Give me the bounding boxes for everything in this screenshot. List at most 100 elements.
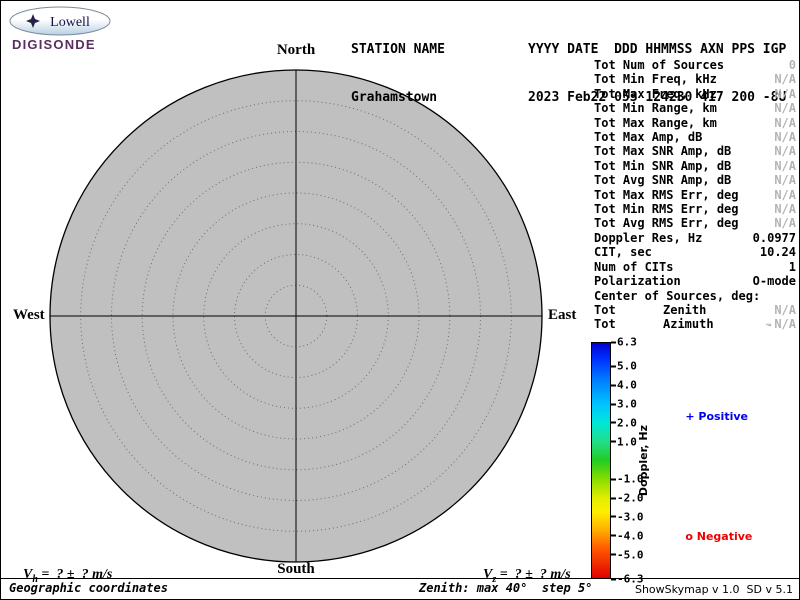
tick-mark — [611, 440, 616, 443]
tick-mark — [611, 534, 616, 537]
plus-marker-icon: + — [685, 410, 695, 423]
stat-label: Doppler Res, Hz — [594, 230, 703, 245]
tick-label: 1.0 — [617, 435, 637, 449]
colorbar-tick: 6.3 — [611, 336, 637, 349]
negative-legend: o Negative — [670, 517, 752, 556]
version-caption: ShowSkymap v 1.0 SD v 5.1 — [634, 583, 793, 596]
tick-mark — [611, 478, 616, 481]
stat-row: Tot Min Freq, kHz N/A — [594, 72, 796, 86]
stat-label: CIT, sec — [594, 245, 652, 260]
tick-mark — [611, 515, 616, 518]
stat-row: Tot Azimuth ↝ N/A — [594, 317, 796, 333]
colorbar-title-text: Doppler, Hz — [637, 424, 650, 497]
stat-label: Tot Min Range, km — [594, 101, 717, 116]
stats-list: Tot Num of Sources 0 Tot Min Freq, kHz N/A T… — [594, 58, 796, 334]
stat-value: 1 — [788, 259, 796, 274]
stat-row: Tot Num of Sources 0 — [594, 58, 796, 72]
tick-label: -1.0 — [617, 472, 644, 486]
tick-label: -2.0 — [617, 491, 644, 505]
stat-label: Tot — [594, 302, 616, 317]
stat-value: N/A — [774, 202, 796, 217]
zenith-range-caption: Zenith: max 40° step 5° — [419, 581, 593, 595]
stat-label: Num of CITs — [594, 259, 674, 274]
circle-marker-icon: o — [685, 530, 693, 543]
vz-value: = ? ± ? m/s — [496, 567, 571, 582]
vz-subscript: z — [492, 573, 497, 585]
stat-value: N/A — [774, 144, 796, 159]
stat-label: Tot Avg SNR Amp, dB — [594, 173, 732, 188]
stat-value: N/A — [774, 158, 796, 173]
stat-row: Tot Max Amp, dB N/A — [594, 130, 796, 144]
colorbar-tick: 2.0 — [611, 416, 637, 429]
tick-mark — [611, 421, 616, 424]
colorbar-title: Doppler, Hz — [637, 342, 650, 579]
header-line-1: STATION NAME YYYY DATE DDD HHMMSS AXN PP… — [351, 42, 786, 58]
stat-row: Tot Max SNR Amp, dB N/A — [594, 144, 796, 158]
colorbar-tick: -2.0 — [611, 492, 644, 505]
coordinates-caption: Geographic coordinates — [9, 581, 168, 595]
colorbar-gradient — [591, 342, 611, 579]
stat-value: N/A — [774, 187, 796, 202]
stat-row: Tot Min Range, km N/A — [594, 101, 796, 115]
tick-label: -6.3 — [617, 572, 644, 586]
stat-value: N/A — [774, 115, 796, 130]
tick-label: 4.0 — [617, 378, 637, 392]
stat-label: Center of Sources, deg: — [594, 288, 761, 303]
stat-label: Tot Avg RMS Err, deg — [594, 216, 739, 231]
tick-label: 6.3 — [617, 335, 637, 349]
stat-row: Doppler Res, Hz 0.0977 — [594, 231, 796, 245]
positive-legend: + Positive — [670, 397, 748, 436]
tick-mark — [611, 497, 616, 500]
compass-west-label: West — [13, 307, 45, 323]
tick-mark — [611, 403, 616, 406]
stat-row: Center of Sources, deg: — [594, 289, 796, 303]
stat-row: Tot Max Range, km N/A — [594, 116, 796, 130]
stat-value: N/A — [774, 216, 796, 231]
stat-row: Tot Min RMS Err, deg N/A — [594, 202, 796, 216]
stat-value: N/A — [774, 302, 796, 317]
stat-row: Tot Min SNR Amp, dB N/A — [594, 159, 796, 173]
vh-symbol: V — [23, 567, 33, 582]
stat-label: Tot Max Freq, kHz — [594, 86, 717, 101]
colorbar-tick: 1.0 — [611, 435, 637, 448]
lowell-logo: Lowell — [9, 6, 111, 36]
logo-star-icon — [26, 14, 40, 28]
stat-row: Tot Max RMS Err, deg N/A — [594, 188, 796, 202]
stat-label: Tot Min Freq, kHz — [594, 72, 717, 87]
stat-sublabel: Azimuth — [663, 317, 714, 332]
stat-label: Tot Max Range, km — [594, 115, 717, 130]
colorbar-tick: -6.3 — [611, 573, 644, 586]
tick-label: -4.0 — [617, 529, 644, 543]
stat-label: Polarization — [594, 274, 681, 289]
negative-label-text: Negative — [696, 530, 753, 543]
tick-label: -5.0 — [617, 548, 644, 562]
footer-separator-line — [1, 578, 799, 579]
stat-label: Tot Num of Sources — [594, 58, 725, 72]
logo-ellipse — [9, 6, 111, 36]
colorbar-tick: -1.0 — [611, 473, 644, 486]
logo-product-text: DIGISONDE — [12, 37, 96, 52]
stat-row: Num of CITs 1 — [594, 260, 796, 274]
stat-label: Tot Max Amp, dB — [594, 130, 703, 145]
colorbar-tick: 5.0 — [611, 360, 637, 373]
stat-value: ↝ N/A — [765, 317, 796, 332]
positive-label-text: Positive — [698, 410, 748, 423]
tick-label: 2.0 — [617, 416, 637, 430]
stat-value: N/A — [774, 72, 796, 87]
vh-subscript: h — [32, 573, 38, 585]
stat-value: O-mode — [752, 274, 796, 289]
stat-label: Tot — [594, 317, 616, 332]
tick-mark — [611, 553, 616, 556]
stat-row: CIT, sec 10.24 — [594, 245, 796, 259]
stat-value: N/A — [774, 130, 796, 145]
vz-symbol: V — [483, 567, 493, 582]
header: STATION NAME YYYY DATE DDD HHMMSS AXN PP… — [351, 10, 786, 138]
stat-value: 10.24 — [759, 245, 796, 260]
station-name-label: STATION NAME — [351, 42, 445, 57]
station-name-value: Grahamstown — [351, 90, 438, 105]
compass-south-label: South — [277, 561, 315, 577]
vh-value: = ? ± ? m/s — [37, 567, 113, 582]
azimuth-symbol-icon: ↝ — [765, 320, 772, 332]
